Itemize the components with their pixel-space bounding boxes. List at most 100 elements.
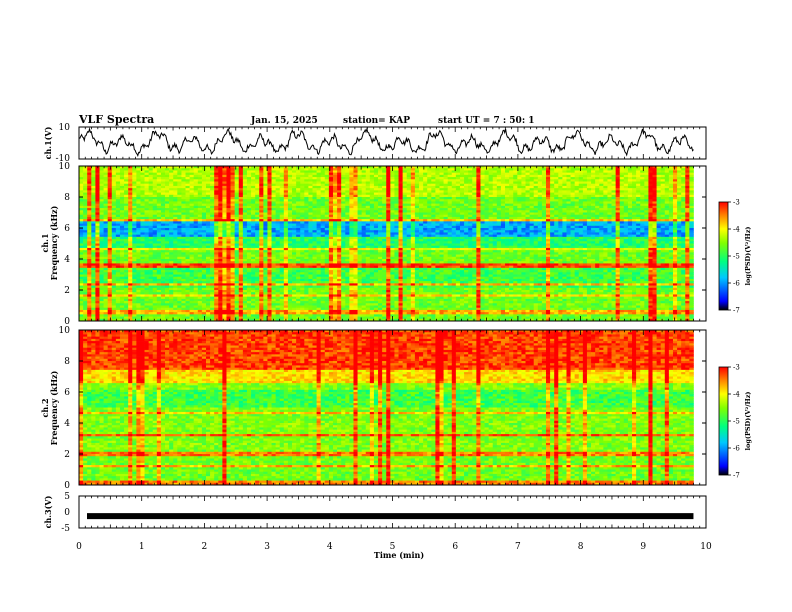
spectrogram-cell bbox=[562, 204, 566, 207]
spectrogram-cell bbox=[83, 195, 87, 198]
spectrogram-cell bbox=[231, 182, 235, 185]
spectrogram-cell bbox=[280, 179, 284, 182]
spectrogram-cell bbox=[583, 221, 587, 224]
spectrogram-cell bbox=[452, 221, 456, 224]
spectrogram-cell bbox=[116, 184, 120, 187]
spectrogram-cell bbox=[669, 204, 673, 207]
spectrogram-cell bbox=[349, 213, 353, 216]
spectrogram-cell bbox=[468, 193, 472, 196]
spectrogram-cell bbox=[333, 195, 337, 198]
spectrogram-cell bbox=[661, 197, 665, 200]
spectrogram-cell bbox=[329, 210, 333, 213]
spectrogram-cell bbox=[558, 224, 562, 227]
spectrogram-cell bbox=[665, 221, 669, 224]
spectrogram-cell bbox=[497, 179, 501, 182]
spectrogram-cell bbox=[493, 188, 497, 191]
spectrogram-cell bbox=[358, 226, 362, 229]
spectrogram-cell bbox=[308, 215, 312, 218]
spectrogram-cell bbox=[276, 210, 280, 213]
spectrogram-cell bbox=[83, 188, 87, 191]
spectrogram-cell bbox=[489, 208, 493, 211]
spectrogram-cell bbox=[583, 179, 587, 182]
spectrogram-cell bbox=[87, 186, 91, 189]
spectrogram-cell bbox=[497, 182, 501, 185]
spectrogram-cell bbox=[284, 184, 288, 187]
spectrogram-cell bbox=[448, 208, 452, 211]
spectrogram-cell bbox=[362, 186, 366, 189]
spectrogram-cell bbox=[116, 210, 120, 213]
spectrogram-cell bbox=[382, 206, 386, 209]
spectrogram-cell bbox=[247, 179, 251, 182]
spectrogram-cell bbox=[669, 199, 673, 202]
spectrogram-cell bbox=[165, 195, 169, 198]
spectrogram-cell bbox=[120, 217, 124, 220]
spectrogram-cell bbox=[153, 173, 157, 176]
spectrogram-cell bbox=[87, 201, 91, 204]
spectrogram-cell bbox=[329, 182, 333, 185]
spectrogram-cell bbox=[620, 197, 624, 200]
spectrogram-cell bbox=[349, 186, 353, 189]
spectrogram-cell bbox=[231, 175, 235, 178]
spectrogram-cell bbox=[403, 199, 407, 202]
spectrogram-cell bbox=[571, 210, 575, 213]
spectrogram-cell bbox=[591, 219, 595, 222]
spectrogram-cell bbox=[198, 199, 202, 202]
ch1-waveform-panel: 10 -10 ch.1(V) bbox=[43, 123, 706, 164]
spectrogram-cell bbox=[435, 179, 439, 182]
spectrogram-cell bbox=[198, 173, 202, 176]
spectrogram-cell bbox=[120, 219, 124, 222]
spectrogram-cell bbox=[132, 170, 136, 173]
spectrogram-cell bbox=[493, 199, 497, 202]
spectrogram-cell bbox=[353, 179, 357, 182]
spectrogram-cell bbox=[579, 179, 583, 182]
spectrogram-cell bbox=[472, 197, 476, 200]
spectrogram-cell bbox=[607, 190, 611, 193]
spectrogram-cell bbox=[140, 201, 144, 204]
spectrogram-cell bbox=[423, 226, 427, 229]
spectrogram-cell bbox=[423, 173, 427, 176]
spectrogram-cell bbox=[657, 190, 661, 193]
spectrogram-cell bbox=[362, 195, 366, 198]
spectrogram-cell bbox=[476, 179, 480, 182]
spectrogram-cell bbox=[214, 197, 218, 200]
spectrogram-cell bbox=[91, 206, 95, 209]
spectrogram-cell bbox=[83, 206, 87, 209]
spectrogram-cell bbox=[423, 190, 427, 193]
spectrogram-cell bbox=[431, 197, 435, 200]
spectrogram-cell bbox=[689, 179, 693, 182]
spectrogram-cell bbox=[190, 221, 194, 224]
spectrogram-cell bbox=[423, 175, 427, 178]
spectrogram-cell bbox=[444, 213, 448, 216]
spectrogram-cell bbox=[83, 208, 87, 211]
spectrogram-cell bbox=[226, 217, 230, 220]
spectrogram-cell bbox=[636, 201, 640, 204]
spectrogram-cell bbox=[79, 184, 83, 187]
spectrogram-cell bbox=[235, 197, 239, 200]
spectrogram-cell bbox=[669, 173, 673, 176]
spectrogram-cell bbox=[468, 173, 472, 176]
spectrogram-cell bbox=[480, 173, 484, 176]
spectrogram-cell bbox=[128, 175, 132, 178]
spectrogram-cell bbox=[280, 201, 284, 204]
spectrogram-cell bbox=[181, 210, 185, 213]
spectrogram-cell bbox=[104, 184, 108, 187]
spectrogram-cell bbox=[267, 204, 271, 207]
spectrogram-cell bbox=[358, 195, 362, 198]
spectrogram-cell bbox=[136, 168, 140, 171]
spectrogram-cell bbox=[325, 188, 329, 191]
spectrogram-cell bbox=[583, 170, 587, 173]
spectrogram-cell bbox=[272, 170, 276, 173]
spectrogram-cell bbox=[517, 182, 521, 185]
spectrogram-cell bbox=[132, 219, 136, 222]
spectrogram-cell bbox=[665, 219, 669, 222]
spectrogram-cell bbox=[169, 182, 173, 185]
spectrogram-cell bbox=[669, 168, 673, 171]
spectrogram-cell bbox=[657, 217, 661, 220]
spectrogram-cell bbox=[427, 188, 431, 191]
spectrogram-cell bbox=[689, 206, 693, 209]
spectrogram-cell bbox=[161, 219, 165, 222]
spectrogram-cell bbox=[620, 168, 624, 171]
spectrogram-cell bbox=[218, 182, 222, 185]
spectrogram-cell bbox=[149, 182, 153, 185]
spectrogram-cell bbox=[165, 221, 169, 224]
